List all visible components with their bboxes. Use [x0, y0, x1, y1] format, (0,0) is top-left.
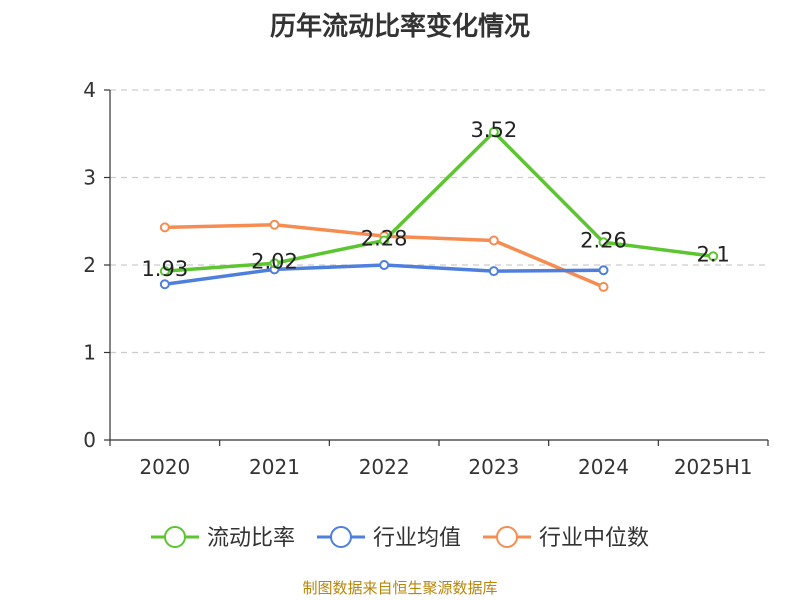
data-point	[598, 265, 609, 276]
legend-item: 行业均值	[317, 526, 461, 551]
series-layer	[159, 127, 719, 292]
axes: 0 1 2 3 4 2020 2021 2022 2023 2024 2025H1	[83, 78, 769, 479]
legend-marker	[496, 526, 518, 548]
data-point	[269, 219, 280, 230]
data-point	[488, 266, 499, 277]
legend: 流动比率 行业均值 行业中位数	[151, 526, 649, 551]
x-tick-label: 2021	[249, 455, 300, 479]
y-tick-label: 3	[83, 166, 96, 190]
y-tick-label: 4	[83, 78, 96, 102]
data-label: 2.28	[361, 227, 408, 251]
y-tick-label: 2	[83, 253, 96, 277]
y-tick-label: 1	[83, 341, 96, 365]
legend-label: 行业中位数	[539, 526, 649, 551]
x-tick-label: 2020	[139, 455, 190, 479]
y-tick-label: 0	[83, 428, 96, 452]
data-point	[159, 279, 170, 290]
data-point	[598, 281, 609, 292]
x-tick-label: 2023	[468, 455, 519, 479]
data-point	[488, 127, 499, 137]
grid-lines	[110, 89, 768, 354]
x-tick-label: 2024	[578, 455, 629, 479]
legend-label: 流动比率	[207, 526, 295, 551]
data-label: 1.93	[141, 257, 188, 281]
legend-label: 行业均值	[373, 526, 461, 551]
data-point	[379, 235, 390, 246]
legend-marker	[164, 526, 186, 548]
data-point	[379, 260, 390, 270]
legend-item: 行业中位数	[483, 526, 649, 551]
x-tick-label: 2025H1	[674, 455, 753, 479]
source-note: 制图数据来自恒生聚源数据库	[302, 579, 498, 597]
data-point	[598, 237, 609, 248]
data-label: 2.02	[251, 249, 298, 273]
data-label: 2.26	[580, 228, 627, 252]
data-labels: 1.93 2.02 2.28 3.52 2.26 2.1	[141, 118, 729, 281]
data-label: 3.52	[470, 118, 517, 142]
data-point	[269, 258, 280, 269]
legend-marker	[330, 526, 352, 548]
x-tick-label: 2022	[359, 455, 410, 479]
data-point	[708, 251, 719, 262]
data-point	[488, 235, 499, 246]
data-point	[159, 222, 170, 233]
legend-item: 流动比率	[151, 526, 295, 551]
chart-title: 历年流动比率变化情况	[269, 12, 530, 42]
data-point	[159, 266, 170, 277]
data-label: 2.1	[696, 242, 729, 266]
series-line	[163, 130, 715, 273]
